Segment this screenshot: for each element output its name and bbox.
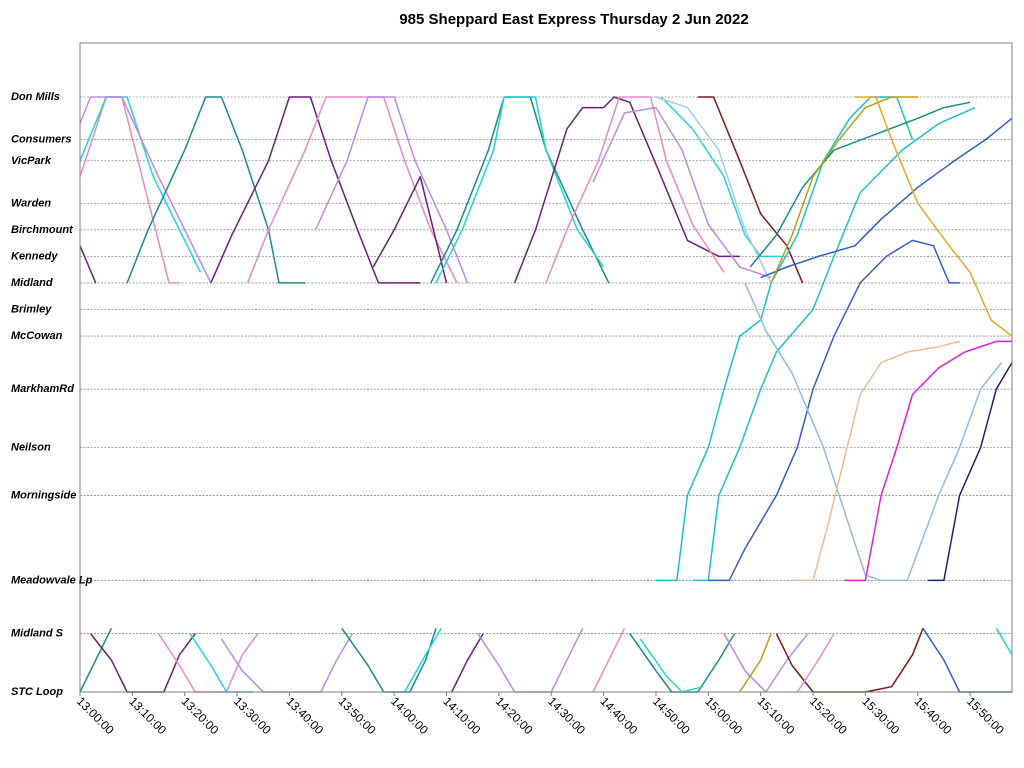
trip-line-19 — [692, 106, 976, 582]
stop-label-kennedy: Kennedy — [11, 250, 58, 262]
trip-line-44 — [796, 633, 835, 693]
x-tick-label: 15:00:00 — [702, 694, 745, 737]
trip-line-8 — [314, 96, 469, 284]
trip-line-3 — [79, 96, 212, 284]
trip-lines — [79, 96, 1013, 693]
trip-line-28 — [928, 362, 1013, 582]
trip-line-42 — [739, 633, 772, 693]
trip-line-14 — [592, 106, 772, 279]
trip-line-30 — [89, 633, 196, 693]
trip-line-32 — [189, 633, 253, 693]
trip-line-37 — [477, 627, 584, 693]
stop-label-consumers: Consumers — [11, 134, 72, 146]
stop-label-mccowan: McCowan — [11, 330, 63, 342]
trip-line-45 — [922, 627, 1012, 693]
trip-line-15 — [697, 96, 804, 284]
stop-label-meadowvale-lp: Meadowvale Lp — [11, 574, 93, 586]
trip-line-31 — [157, 633, 259, 693]
trip-line-13 — [545, 96, 725, 284]
chart-title: 985 Sheppard East Express Thursday 2 Jun… — [399, 11, 748, 28]
stop-label-neilson: Neilson — [11, 442, 51, 454]
plot-frame — [79, 42, 1013, 693]
x-tick-label: 13:40:00 — [283, 694, 326, 737]
x-axis-ticks: 13:00:00 13:10:00 13:20:00 13:30:00 13:40:00… — [74, 692, 1007, 737]
trip-line-40 — [639, 638, 704, 693]
trip-line-22 — [792, 340, 960, 582]
trip-line-41 — [723, 633, 809, 693]
stop-labels: Don Mills Consumers VicPark Warden Birchmoun… — [11, 91, 93, 698]
stop-label-stc-loop: STC Loop — [11, 686, 63, 698]
trip-line-46 — [995, 627, 1013, 656]
trip-line-10 — [430, 96, 610, 284]
stop-label-don-mills: Don Mills — [11, 91, 60, 103]
x-tick-label: 14:00:00 — [388, 694, 431, 737]
stop-gridlines — [80, 96, 1012, 693]
x-tick-label: 13:50:00 — [336, 694, 379, 737]
trip-line-29 — [79, 627, 113, 693]
trip-line-11 — [435, 96, 605, 284]
x-tick-label: 14:50:00 — [650, 694, 693, 737]
trip-line-43 — [775, 628, 924, 693]
x-tick-label: 14:40:00 — [597, 694, 640, 737]
x-tick-label: 15:40:00 — [912, 694, 955, 737]
x-tick-label: 14:30:00 — [545, 694, 588, 737]
x-tick-label: 14:20:00 — [493, 694, 536, 737]
stop-label-midland-s: Midland S — [11, 628, 64, 640]
trip-line-38 — [592, 627, 626, 693]
x-tick-label: 13:30:00 — [231, 694, 274, 737]
trip-line-24 — [760, 117, 1013, 279]
stop-label-brimley: Brimley — [11, 304, 52, 316]
x-tick-label: 15:10:00 — [755, 694, 798, 737]
trip-line-27 — [854, 96, 1013, 337]
x-tick-label: 15:20:00 — [807, 694, 850, 737]
trip-line-26 — [770, 96, 918, 284]
trip-line-20 — [708, 239, 960, 582]
trip-line-23 — [844, 340, 1012, 582]
trip-line-36 — [451, 633, 484, 693]
x-tick-label: 13:10:00 — [126, 694, 169, 737]
stop-label-birchmount: Birchmount — [11, 224, 74, 236]
trip-line-6 — [210, 96, 421, 284]
trip-line-39 — [629, 633, 736, 693]
trip-line-9 — [372, 175, 448, 284]
trip-line-16 — [660, 96, 782, 258]
trip-line-12 — [513, 96, 740, 284]
stop-label-markhamrd: MarkhamRd — [11, 383, 74, 395]
stop-label-morningside: Morningside — [11, 489, 76, 501]
x-tick-label: 14:10:00 — [440, 694, 483, 737]
trip-line-33 — [220, 633, 353, 693]
stop-label-vicpark: VicPark — [11, 155, 52, 167]
x-tick-label: 15:30:00 — [859, 694, 902, 737]
trip-line-35 — [403, 627, 442, 693]
stop-label-midland: Midland — [11, 277, 53, 289]
trip-line-5 — [126, 96, 306, 284]
x-tick-label: 13:00:00 — [74, 694, 117, 737]
trip-line-4 — [79, 245, 97, 284]
x-tick-label: 15:50:00 — [964, 694, 1007, 737]
trip-line-7 — [246, 96, 458, 284]
trip-line-21 — [744, 282, 1003, 582]
trip-line-17 — [655, 96, 772, 284]
stop-label-warden: Warden — [11, 197, 51, 209]
x-tick-label: 13:20:00 — [179, 694, 222, 737]
trip-line-2 — [79, 96, 202, 273]
trip-line-25 — [749, 101, 971, 268]
trip-line-18 — [656, 96, 914, 582]
